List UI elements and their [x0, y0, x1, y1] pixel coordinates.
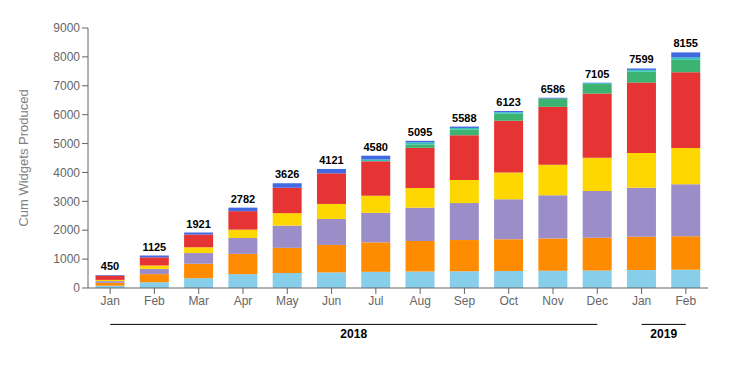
svg-text:Sep: Sep — [454, 294, 476, 308]
svg-text:3626: 3626 — [275, 168, 299, 180]
svg-text:5588: 5588 — [452, 112, 476, 124]
svg-text:Jun: Jun — [322, 294, 341, 308]
svg-text:1000: 1000 — [53, 252, 80, 266]
svg-text:5095: 5095 — [408, 126, 432, 138]
svg-text:Jan: Jan — [632, 294, 651, 308]
svg-text:0: 0 — [73, 281, 80, 295]
svg-text:7599: 7599 — [629, 53, 653, 65]
svg-text:4580: 4580 — [364, 141, 388, 153]
svg-text:8155: 8155 — [674, 37, 698, 49]
svg-text:450: 450 — [101, 260, 119, 272]
svg-text:Jan: Jan — [100, 294, 119, 308]
svg-text:Jul: Jul — [368, 294, 383, 308]
svg-text:Apr: Apr — [234, 294, 253, 308]
svg-text:7105: 7105 — [585, 68, 609, 80]
svg-text:6123: 6123 — [496, 96, 520, 108]
svg-text:Cum Widgets Produced: Cum Widgets Produced — [16, 89, 31, 226]
svg-text:Aug: Aug — [409, 294, 430, 308]
svg-text:2019: 2019 — [650, 327, 677, 341]
svg-text:Mar: Mar — [188, 294, 209, 308]
svg-text:Dec: Dec — [587, 294, 608, 308]
svg-text:9000: 9000 — [53, 21, 80, 35]
svg-text:2000: 2000 — [53, 223, 80, 237]
svg-text:4000: 4000 — [53, 166, 80, 180]
svg-text:6586: 6586 — [541, 83, 565, 95]
svg-text:Oct: Oct — [499, 294, 518, 308]
svg-text:1125: 1125 — [142, 241, 166, 253]
svg-text:2782: 2782 — [231, 193, 255, 205]
svg-text:Feb: Feb — [144, 294, 165, 308]
svg-text:May: May — [276, 294, 299, 308]
svg-text:2018: 2018 — [340, 327, 367, 341]
svg-text:1921: 1921 — [186, 218, 210, 230]
svg-text:8000: 8000 — [53, 50, 80, 64]
svg-text:4121: 4121 — [319, 154, 343, 166]
svg-text:6000: 6000 — [53, 108, 80, 122]
svg-text:7000: 7000 — [53, 79, 80, 93]
svg-text:Nov: Nov — [542, 294, 563, 308]
svg-text:5000: 5000 — [53, 137, 80, 151]
svg-text:Feb: Feb — [676, 294, 697, 308]
svg-text:3000: 3000 — [53, 195, 80, 209]
